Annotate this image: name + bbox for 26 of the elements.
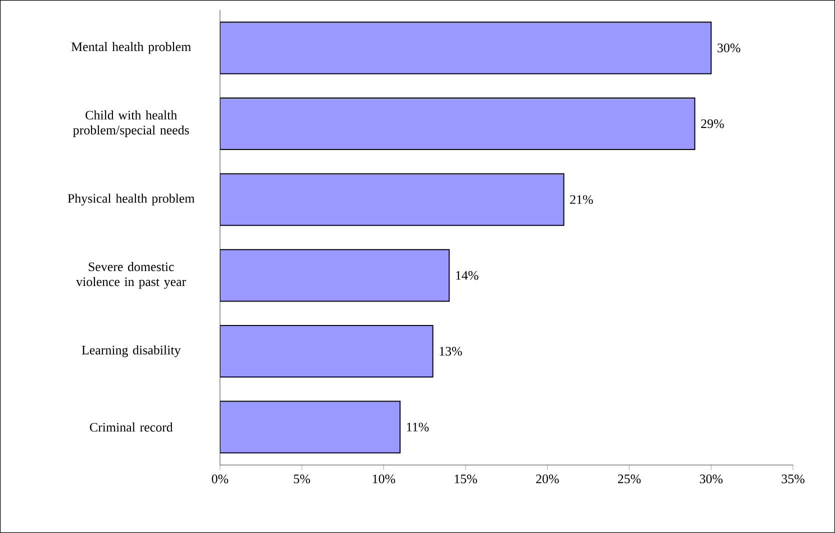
bar [220,249,450,302]
data-label: 30% [718,44,740,52]
x-tick-label: 25% [618,474,641,484]
x-tick-label: 5% [294,474,310,484]
x-tick-label: 20% [536,474,559,484]
y-tick-label: Mental health problem [71,42,191,54]
y-tick-label: Physical health problem [68,194,195,206]
data-label: 13% [440,346,462,356]
bar [220,173,564,226]
bar [220,400,401,454]
data-label: 29% [701,119,724,128]
y-tick-label: Criminal record [90,422,173,432]
x-tick-label: 0% [212,474,228,484]
y-tick-label: Learning disability [82,345,181,358]
x-tick-label: 15% [454,474,477,484]
bar [220,97,696,150]
y-tick-label: Child with health problem/special needs [73,110,189,138]
x-tick-label: 10% [372,474,396,484]
data-label: 14% [456,271,478,280]
data-label: 21% [570,195,593,204]
y-tick-label: Severe domestic violence in past year [76,262,186,289]
bar [220,22,712,74]
x-tick-label: 35% [782,474,804,484]
x-tick-label: 30% [700,474,723,484]
data-label: 11% [407,422,429,432]
bar [220,324,434,378]
